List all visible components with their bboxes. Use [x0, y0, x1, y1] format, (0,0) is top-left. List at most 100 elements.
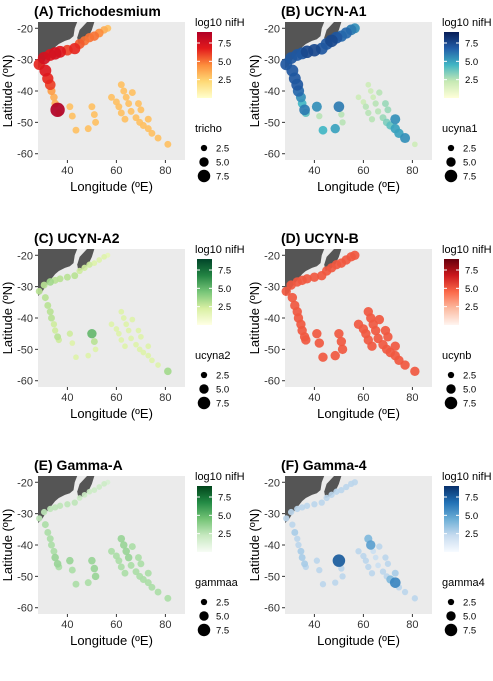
data-point — [46, 278, 55, 286]
data-point — [48, 314, 55, 322]
data-point — [299, 504, 306, 511]
panel-6: (F) Gamma-4 40 60 80 -20 -30 -40 -50 -60 Longitud… — [247, 457, 492, 648]
data-point — [294, 535, 301, 542]
data-point — [132, 114, 140, 122]
size-legend-label: 2.5 — [216, 371, 229, 382]
y-tick-label: -20 — [264, 477, 280, 489]
data-point — [69, 340, 76, 346]
data-point — [138, 333, 144, 340]
data-point — [301, 560, 309, 568]
size-legend-label: 2.5 — [463, 144, 476, 155]
y-tick-label: -30 — [17, 55, 33, 67]
x-tick-label: 40 — [308, 392, 320, 404]
data-point — [139, 122, 147, 129]
data-point — [117, 563, 125, 571]
data-point — [39, 64, 52, 77]
color-legend-title: log10 nifH — [442, 244, 492, 256]
x-axis-label: Longitude (ºE) — [70, 406, 153, 421]
size-legend-label: 2.5 — [463, 371, 476, 382]
color-legend-bar — [197, 259, 212, 325]
data-point — [375, 562, 381, 569]
data-point — [127, 561, 135, 569]
color-legend-label: 5.0 — [218, 284, 231, 295]
y-tick-label: -20 — [17, 250, 33, 262]
data-point — [66, 330, 73, 337]
panel-title: (D) UCYN-B — [281, 230, 359, 246]
data-point — [319, 581, 327, 588]
data-point — [368, 570, 376, 577]
data-point — [81, 491, 88, 498]
data-point — [76, 495, 83, 501]
color-legend-title: log10 nifH — [442, 17, 492, 29]
y-tick-label: -40 — [17, 86, 33, 98]
color-legend-title: log10 nifH — [195, 17, 245, 29]
data-point — [118, 337, 125, 343]
data-point — [303, 502, 311, 509]
size-legend-dot — [446, 157, 456, 167]
data-point — [50, 321, 58, 328]
color-legend-label: 7.5 — [465, 266, 478, 277]
color-legend-bar — [197, 486, 212, 552]
data-point — [50, 547, 58, 555]
panel-3: (C) UCYN-A2 40 60 80 -20 -30 -40 -50 -60 Longitud… — [0, 230, 245, 421]
data-point — [127, 107, 135, 115]
data-point — [351, 479, 358, 486]
panel-4: (D) UCYN-B 40 60 80 -20 -30 -40 -50 -60 Longitude… — [247, 230, 492, 421]
data-point — [336, 336, 347, 347]
size-legend-dot — [444, 623, 458, 637]
color-legend-label: 2.5 — [218, 529, 231, 540]
x-axis-label: Longitude (ºE) — [70, 633, 153, 648]
x-tick-label: 40 — [61, 165, 73, 177]
x-tick-label: 40 — [61, 619, 73, 631]
data-point — [376, 543, 383, 550]
data-point — [64, 501, 71, 508]
data-point — [120, 315, 127, 321]
data-point — [400, 360, 410, 370]
size-legend-dot — [447, 598, 455, 606]
color-legend-bar — [444, 259, 459, 325]
size-legend-label: 5.0 — [463, 612, 476, 623]
color-legend-bar — [444, 32, 459, 98]
data-point — [41, 521, 49, 529]
color-legend-label: 7.5 — [218, 266, 231, 277]
y-tick-label: -60 — [17, 603, 33, 615]
size-legend-dot — [200, 598, 208, 606]
data-point — [68, 566, 76, 574]
color-legend-label: 5.0 — [465, 57, 478, 68]
y-tick-label: -20 — [17, 477, 33, 489]
data-point — [90, 564, 99, 573]
land-africa — [285, 249, 325, 297]
data-point — [338, 486, 345, 494]
data-point — [91, 260, 98, 266]
x-tick-label: 40 — [308, 619, 320, 631]
y-tick-label: -50 — [17, 571, 33, 583]
data-point — [355, 548, 362, 555]
data-point — [379, 568, 387, 575]
data-point — [330, 350, 340, 361]
data-point — [36, 515, 43, 522]
data-point — [86, 488, 93, 495]
data-points — [280, 23, 418, 148]
color-legend-title: log10 nifH — [195, 244, 245, 256]
data-point — [308, 43, 321, 57]
data-point — [112, 552, 120, 560]
y-tick-label: -40 — [17, 540, 33, 552]
size-legend-dot — [197, 169, 211, 183]
data-point — [122, 343, 128, 350]
data-point — [96, 257, 103, 263]
data-point — [155, 362, 161, 368]
data-point — [333, 101, 345, 113]
land-africa — [38, 249, 78, 297]
data-point — [340, 27, 352, 39]
data-point — [47, 505, 54, 513]
data-point — [149, 357, 155, 364]
data-point — [137, 106, 145, 114]
data-point — [374, 314, 385, 325]
data-point — [370, 325, 381, 336]
data-point — [88, 103, 96, 111]
color-legend-label: 2.5 — [218, 75, 231, 86]
data-point — [66, 556, 74, 565]
data-point — [384, 106, 392, 114]
data-point — [334, 328, 344, 339]
data-point — [101, 481, 107, 487]
